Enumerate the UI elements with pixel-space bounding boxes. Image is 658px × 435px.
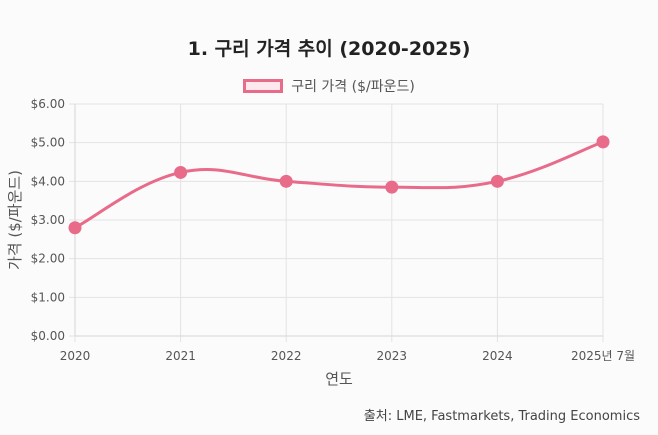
data-point-2020[interactable]	[68, 221, 82, 235]
y-tick-label: $1.00	[31, 290, 65, 304]
y-tick-label: $0.00	[31, 329, 65, 343]
x-axis-title: 연도	[325, 370, 353, 388]
x-tick-label: 2022	[271, 349, 302, 363]
data-point-2023[interactable]	[385, 180, 399, 194]
chart-legend[interactable]: 구리 가격 ($/파운드)	[0, 76, 658, 96]
y-axis-title: 가격 ($/파운드)	[6, 170, 24, 270]
data-point-2025년-7월[interactable]	[596, 135, 610, 149]
chart-grid	[69, 103, 604, 342]
source-note: 출처: LME, Fastmarkets, Trading Economics	[363, 409, 640, 424]
data-point-2021[interactable]	[174, 165, 188, 179]
y-tick-label: $5.00	[31, 136, 65, 150]
data-point-2024[interactable]	[490, 174, 504, 188]
x-tick-label: 2025년 7월	[571, 349, 635, 363]
series-line	[74, 140, 604, 230]
legend-swatch	[243, 79, 284, 93]
data-point-2022[interactable]	[279, 174, 293, 188]
x-tick-label: 2020	[60, 349, 91, 363]
x-tick-label: 2024	[482, 349, 513, 363]
y-tick-label: $4.00	[31, 174, 65, 188]
x-tick-label: 2023	[377, 349, 408, 363]
chart-title: 1. 구리 가격 추이 (2020-2025)	[187, 38, 471, 60]
y-tick-label: $3.00	[31, 213, 65, 227]
y-tick-label: $2.00	[31, 252, 65, 266]
x-axis-ticks: 2020 2021 2022 2023 2024 2025년 7월	[60, 349, 635, 363]
y-tick-label: $6.00	[31, 97, 65, 111]
x-tick-label: 2021	[165, 349, 196, 363]
data-points	[68, 135, 610, 235]
legend-label: 구리 가격 ($/파운드)	[291, 79, 415, 95]
y-axis-ticks: $0.00 $1.00 $2.00 $3.00 $4.00 $5.00 $6.00	[31, 97, 65, 343]
